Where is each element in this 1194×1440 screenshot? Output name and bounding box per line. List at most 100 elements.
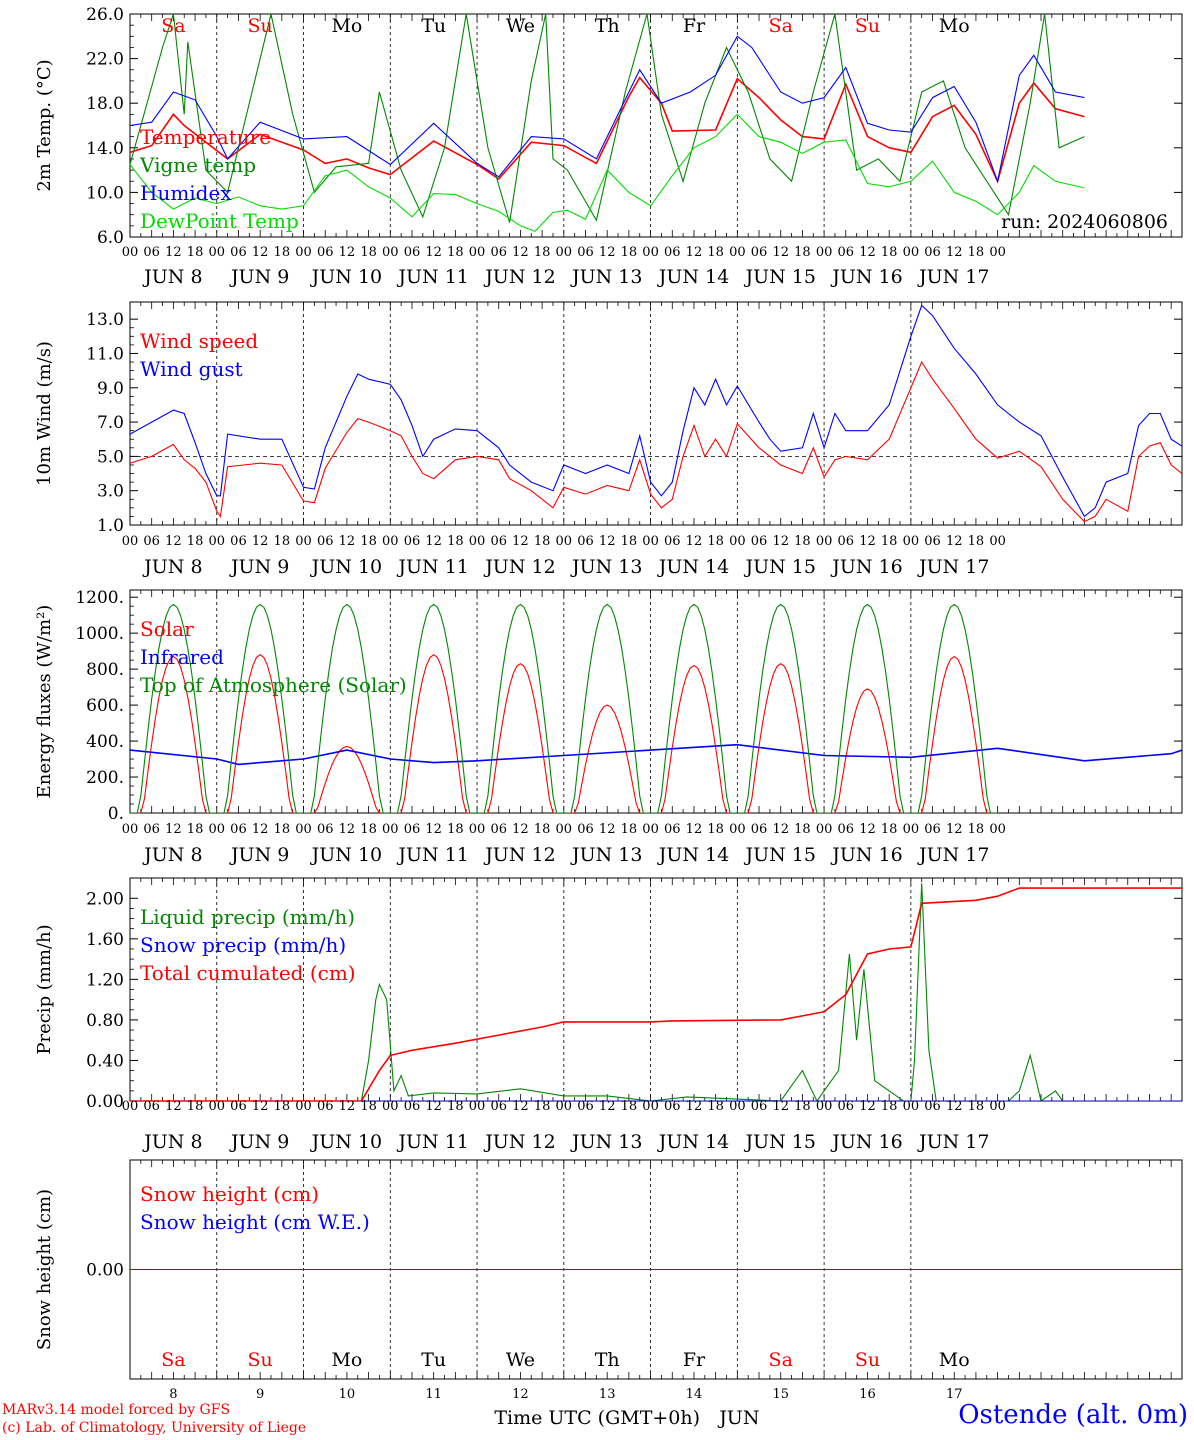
x-tick-label: 12 bbox=[165, 534, 182, 549]
date-label: JUN 15 bbox=[743, 556, 815, 578]
x-tick-label: 00 bbox=[208, 534, 225, 549]
y-tick-label: 800. bbox=[86, 660, 124, 680]
x-tick-label: 06 bbox=[924, 822, 941, 837]
date-label: JUN 11 bbox=[396, 1131, 468, 1153]
x-tick-label: 18 bbox=[621, 245, 638, 260]
series-line-wind-speed bbox=[130, 360, 1182, 523]
y-tick-label: 13.0 bbox=[86, 310, 124, 330]
legend-liquid-precip-mm-h-: Liquid precip (mm/h) bbox=[140, 905, 355, 929]
legend-wind-speed: Wind speed bbox=[140, 329, 258, 353]
weekday-label: Tu bbox=[421, 15, 446, 37]
x-tick-label: 18 bbox=[274, 534, 291, 549]
x-tick-label: 18 bbox=[187, 245, 204, 260]
x-tick-label: 00 bbox=[382, 822, 399, 837]
x-tick-label: 00 bbox=[122, 1099, 139, 1114]
x-tick-label: 12 bbox=[512, 822, 529, 837]
date-label: JUN 15 bbox=[743, 266, 815, 288]
x-tick-label: 18 bbox=[447, 822, 464, 837]
x-tick-label: 06 bbox=[751, 1099, 768, 1114]
x-tick-label: 18 bbox=[881, 245, 898, 260]
day-number: 8 bbox=[169, 1387, 177, 1402]
y-axis-label: 2m Temp. (°C) bbox=[34, 59, 55, 191]
x-tick-label: 06 bbox=[317, 1099, 334, 1114]
x-tick-label: 18 bbox=[447, 245, 464, 260]
x-tick-label: 06 bbox=[664, 1099, 681, 1114]
x-tick-label: 00 bbox=[903, 245, 920, 260]
x-tick-label: 18 bbox=[881, 534, 898, 549]
day-number: 15 bbox=[772, 1387, 789, 1402]
y-tick-label: 22.0 bbox=[86, 50, 124, 70]
x-tick-label: 00 bbox=[903, 534, 920, 549]
x-tick-label: 12 bbox=[599, 822, 616, 837]
y-tick-label: 1200. bbox=[75, 588, 124, 608]
x-tick-label: 00 bbox=[729, 822, 746, 837]
x-tick-label: 06 bbox=[490, 822, 507, 837]
y-tick-label: 11.0 bbox=[86, 344, 124, 364]
legend-temperature: Temperature bbox=[140, 125, 271, 149]
y-tick-label: 600. bbox=[86, 696, 124, 716]
date-label: JUN 13 bbox=[570, 844, 642, 866]
station-label: Ostende (alt. 0m) bbox=[958, 1400, 1188, 1430]
x-tick-label: 00 bbox=[729, 534, 746, 549]
x-tick-label: 18 bbox=[360, 245, 377, 260]
x-tick-label: 18 bbox=[968, 1099, 985, 1114]
x-tick-label: 12 bbox=[772, 534, 789, 549]
series-line-temperature bbox=[130, 76, 1085, 184]
plot-frame bbox=[129, 301, 1183, 526]
day-number: 9 bbox=[256, 1387, 264, 1402]
y-tick-label: 6.0 bbox=[97, 228, 124, 248]
x-tick-label: 18 bbox=[360, 1099, 377, 1114]
weekday-label: Su bbox=[855, 1349, 880, 1371]
weekday-label: Th bbox=[595, 1349, 620, 1371]
x-tick-label: 18 bbox=[794, 1099, 811, 1114]
weekday-label: Mo bbox=[331, 15, 362, 37]
x-tick-label: 18 bbox=[707, 534, 724, 549]
x-tick-label: 12 bbox=[252, 822, 269, 837]
y-axis-label: Precip (mm/h) bbox=[34, 924, 55, 1054]
x-tick-label: 18 bbox=[534, 534, 551, 549]
weekday-label: Fr bbox=[683, 1349, 706, 1371]
date-label: JUN 10 bbox=[310, 844, 382, 866]
x-tick-label: 12 bbox=[339, 1099, 356, 1114]
date-label: JUN 10 bbox=[310, 556, 382, 578]
x-tick-label: 00 bbox=[816, 245, 833, 260]
x-tick-label: 18 bbox=[881, 822, 898, 837]
y-tick-label: 7.0 bbox=[97, 413, 124, 433]
x-tick-label: 18 bbox=[360, 822, 377, 837]
series-line-vigne-temp bbox=[130, 14, 1085, 223]
date-label: JUN 9 bbox=[229, 844, 289, 866]
date-label: JUN 12 bbox=[483, 556, 555, 578]
x-tick-label: 12 bbox=[165, 822, 182, 837]
date-label: JUN 9 bbox=[229, 556, 289, 578]
x-tick-label: 18 bbox=[707, 245, 724, 260]
x-tick-label: 18 bbox=[881, 1099, 898, 1114]
x-tick-label: 00 bbox=[989, 534, 1006, 549]
date-label: JUN 15 bbox=[743, 844, 815, 866]
y-tick-label: 3.0 bbox=[97, 482, 124, 502]
x-tick-label: 12 bbox=[686, 822, 703, 837]
legend-top-of-atmosphere-solar-: Top of Atmosphere (Solar) bbox=[140, 673, 407, 697]
date-label: JUN 16 bbox=[830, 844, 902, 866]
x-tick-label: 00 bbox=[469, 534, 486, 549]
x-tick-label: 12 bbox=[599, 1099, 616, 1114]
y-tick-label: 1.60 bbox=[86, 930, 124, 950]
x-tick-label: 00 bbox=[208, 1099, 225, 1114]
weekday-label: Su bbox=[855, 15, 880, 37]
x-tick-label: 12 bbox=[946, 245, 963, 260]
x-tick-label: 18 bbox=[707, 1099, 724, 1114]
x-tick-label: 18 bbox=[621, 822, 638, 837]
x-tick-label: 00 bbox=[642, 534, 659, 549]
date-label: JUN 15 bbox=[743, 1131, 815, 1153]
x-axis-label: Time UTC (GMT+0h) bbox=[494, 1407, 700, 1429]
date-label: JUN 16 bbox=[830, 266, 902, 288]
x-tick-label: 12 bbox=[339, 534, 356, 549]
legend-vigne-temp: Vigne temp bbox=[139, 153, 256, 177]
date-label: JUN 9 bbox=[229, 1131, 289, 1153]
x-tick-label: 12 bbox=[165, 245, 182, 260]
day-number: 13 bbox=[599, 1387, 616, 1402]
y-tick-label: 200. bbox=[86, 768, 124, 788]
legend-snow-height-cm-: Snow height (cm) bbox=[140, 1182, 319, 1206]
x-tick-label: 06 bbox=[404, 245, 421, 260]
x-tick-label: 12 bbox=[946, 822, 963, 837]
x-tick-label: 12 bbox=[599, 534, 616, 549]
